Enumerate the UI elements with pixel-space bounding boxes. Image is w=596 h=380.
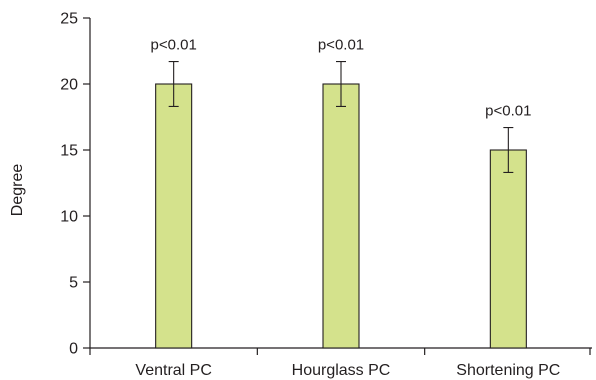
y-tick-label: 10 xyxy=(60,209,78,226)
y-tick-label: 5 xyxy=(69,275,78,292)
x-tick-label: Hourglass PC xyxy=(292,362,391,379)
y-tick-label: 15 xyxy=(60,143,78,160)
annotations-group: p<0.01 p<0.01 p<0.01 xyxy=(151,37,532,120)
significance-label: p<0.01 xyxy=(151,37,197,54)
y-tick-label: 25 xyxy=(60,11,78,28)
x-tick-label: Ventral PC xyxy=(135,362,211,379)
significance-label: p<0.01 xyxy=(318,37,364,54)
significance-label: p<0.01 xyxy=(485,103,531,120)
y-tick-label: 0 xyxy=(69,341,78,358)
y-axis-title: Degree xyxy=(9,164,26,217)
bar xyxy=(489,149,527,349)
bar xyxy=(155,83,193,349)
error-bars-group xyxy=(168,61,514,173)
bars-group xyxy=(155,83,527,349)
y-tick-label: 20 xyxy=(60,77,78,94)
x-axis: Ventral PC Hourglass PC Shortening PC xyxy=(89,347,592,379)
y-axis: 0 5 10 15 20 25 xyxy=(60,11,91,358)
x-tick-label: Shortening PC xyxy=(456,362,560,379)
bar xyxy=(322,83,360,349)
